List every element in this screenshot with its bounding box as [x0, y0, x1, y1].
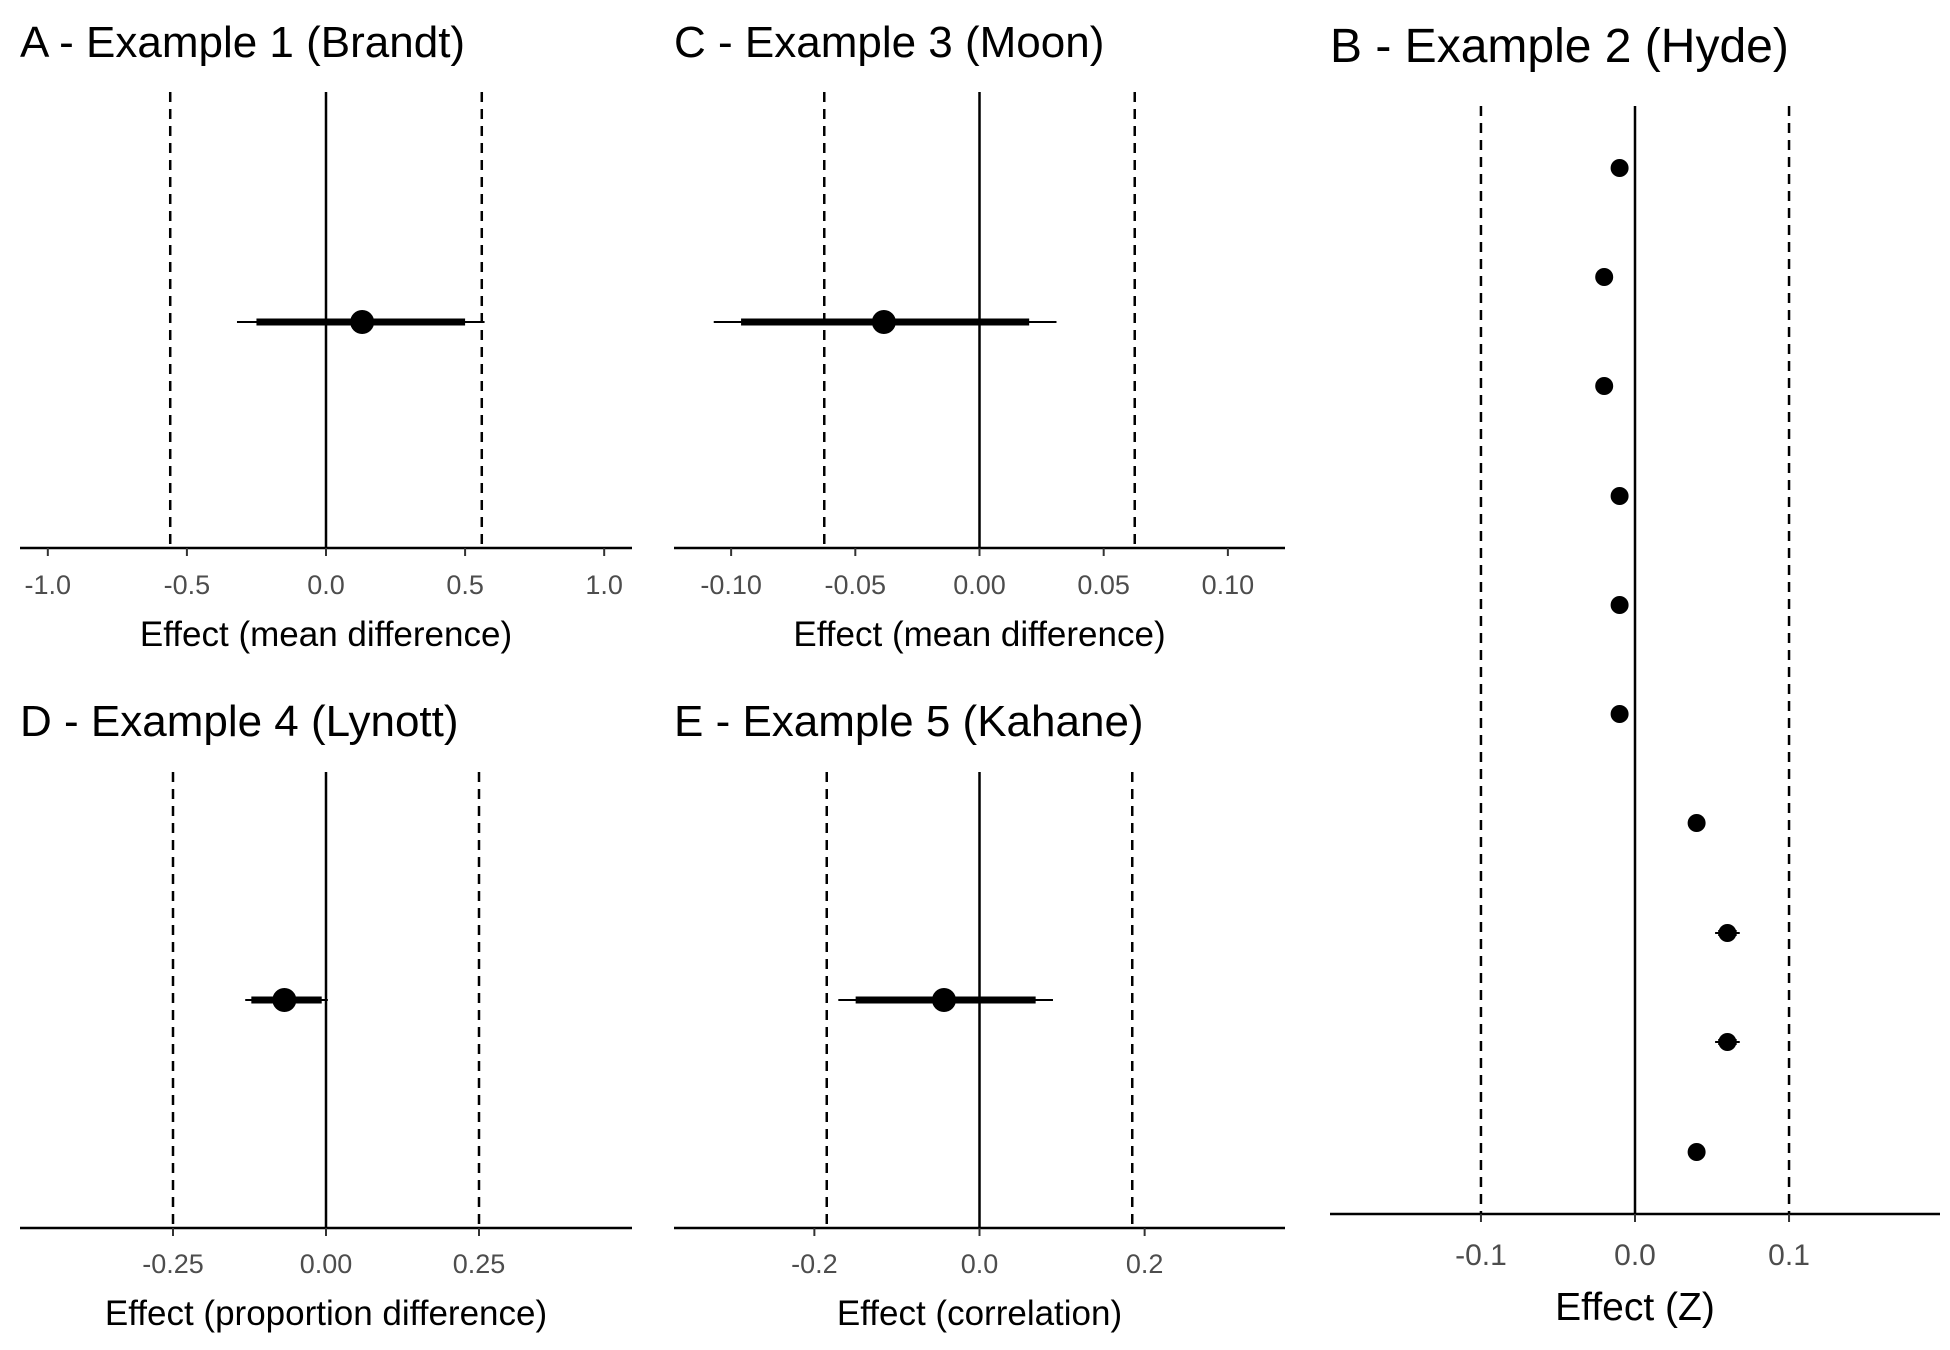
- estimate-point: [1610, 705, 1629, 723]
- x-tick-label: -0.25: [142, 1249, 204, 1279]
- x-tick-label: -0.10: [700, 570, 762, 600]
- estimate-point: [1718, 1033, 1737, 1051]
- estimate-point: [1718, 924, 1737, 942]
- x-tick-label: -0.1: [1455, 1239, 1507, 1272]
- panel-a: A - Example 1 (Brandt) -1.0 -0.5 0.0 0.5 1.0 E…: [20, 18, 632, 654]
- panel-a-title: A - Example 1 (Brandt): [20, 18, 465, 67]
- x-tick-label: 0.25: [453, 1249, 506, 1279]
- panel-c-title: C - Example 3 (Moon): [674, 18, 1104, 67]
- panel-d-title: D - Example 4 (Lynott): [20, 697, 459, 746]
- x-tick-label: 0.05: [1077, 570, 1130, 600]
- x-tick-label: 0.0: [961, 1249, 999, 1279]
- estimate-point: [871, 310, 896, 334]
- estimate-point: [1687, 1143, 1706, 1161]
- estimate-point: [1595, 268, 1614, 286]
- panel-b: B - Example 2 (Hyde) -0.1 0.0 0.1 Effect (Z): [1330, 20, 1940, 1329]
- x-tick-label: 0.1: [1768, 1239, 1810, 1272]
- panel-d: D - Example 4 (Lynott) -0.25 0.00 0.25 Effec…: [20, 697, 632, 1333]
- x-tick-label: 0.5: [446, 570, 484, 600]
- estimate-point: [1595, 377, 1614, 395]
- estimate-point: [272, 988, 297, 1012]
- x-tick-label: 0.0: [1614, 1239, 1656, 1272]
- x-tick-label: 0.0: [307, 570, 345, 600]
- x-tick-label: -0.2: [791, 1249, 838, 1279]
- x-axis-label: Effect (correlation): [837, 1294, 1122, 1333]
- x-tick-label: 0.00: [953, 570, 1006, 600]
- panel-e-title: E - Example 5 (Kahane): [674, 697, 1144, 746]
- panel-b-title: B - Example 2 (Hyde): [1330, 20, 1789, 73]
- estimate-point: [931, 988, 956, 1012]
- panel-c: C - Example 3 (Moon) -0.10 -0.05 0.00 0.05 0.…: [674, 18, 1285, 654]
- x-tick-label: 0.00: [300, 1249, 353, 1279]
- estimate-point: [1687, 814, 1706, 832]
- estimate-point: [350, 310, 375, 334]
- x-axis-label: Effect (proportion difference): [105, 1294, 547, 1333]
- x-axis-label: Effect (mean difference): [793, 615, 1165, 654]
- estimate-point: [1610, 159, 1629, 177]
- x-tick-label: -0.05: [825, 570, 887, 600]
- x-tick-label: 0.2: [1126, 1249, 1164, 1279]
- x-tick-label: -0.5: [164, 570, 211, 600]
- estimate-point: [1610, 596, 1629, 614]
- x-axis-label: Effect (mean difference): [140, 615, 512, 654]
- x-tick-label: -1.0: [25, 570, 72, 600]
- x-tick-label: 1.0: [585, 570, 623, 600]
- x-tick-label: 0.10: [1202, 570, 1255, 600]
- x-axis-label: Effect (Z): [1555, 1286, 1715, 1329]
- estimate-point: [1610, 487, 1629, 505]
